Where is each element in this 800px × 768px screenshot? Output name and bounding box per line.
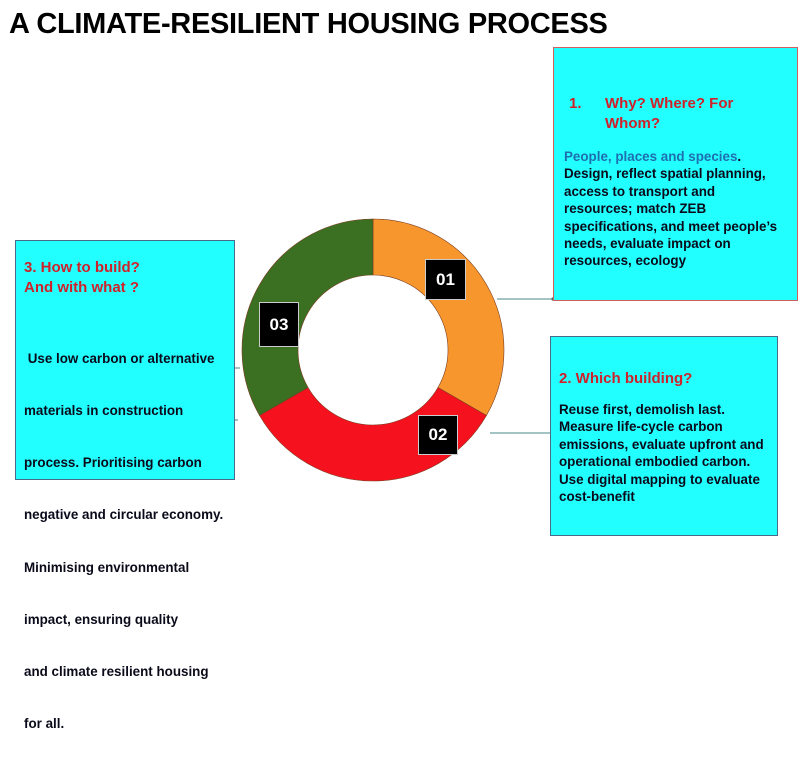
box1-line: Design, reflect spatial planning, <box>564 166 766 182</box>
box3-line: process. Prioritising carbon <box>24 455 202 471</box>
segment-02 <box>259 387 487 482</box>
donut-diagram <box>235 218 558 482</box>
box2-line: Use digital mapping to evaluate <box>559 471 760 487</box>
box1-line: resources, ecology <box>564 253 687 269</box>
box3-line: impact, ensuring quality <box>24 611 179 627</box>
box3-line: Minimising environmental <box>24 559 190 575</box>
box1-number: 1. <box>569 95 582 112</box>
label-03: 03 <box>259 302 299 347</box>
box3-heading-line: And with what ? <box>24 279 139 296</box>
box2-line: cost-benefit <box>559 489 635 505</box>
box2-line: Measure life-cycle carbon <box>559 419 723 435</box>
box3-heading-line: 3. How to build? <box>24 259 140 276</box>
label-02: 02 <box>418 415 458 455</box>
page-title: A CLIMATE-RESILIENT HOUSING PROCESS <box>9 8 608 40</box>
box-why-where-whom: 1. Why? Where? For Whom? People, places … <box>553 47 798 301</box>
box3-heading: 3. How to build? And with what ? <box>24 258 234 298</box>
box3-line: Use low carbon or alternative <box>24 350 215 366</box>
box3-line: negative and circular economy. <box>24 507 224 523</box>
box1-line: needs, evaluate impact on <box>564 236 731 252</box>
box1-heading-line: Whom? <box>605 115 660 132</box>
box2-line: Reuse first, demolish last. <box>559 402 725 417</box>
box-which-building: 2. Which building? Reuse first, demolish… <box>550 336 778 536</box>
box1-heading: 1. Why? Where? For Whom? <box>564 94 797 134</box>
box3-line: and climate resilient housing <box>24 664 209 680</box>
box3-line: materials in construction <box>24 403 184 419</box>
box2-line: operational embodied carbon. <box>559 454 751 470</box>
box3-line: for all. <box>24 716 65 732</box>
segment-01 <box>372 218 505 416</box>
box1-heading-line: Why? Where? For <box>605 95 734 112</box>
box1-highlight-end: . <box>737 149 742 164</box>
box1-line: access to transport and <box>564 183 716 199</box>
box2-line: emissions, evaluate upfront and <box>559 436 764 452</box>
box1-highlight: People, places and species <box>564 149 738 164</box>
box1-line: resources; match ZEB <box>564 201 707 217</box>
label-01: 01 <box>425 259 466 300</box>
box2-heading: 2. Which building? <box>559 370 693 387</box>
box-how-to-build: 3. How to build? And with what ? Use low… <box>15 240 235 731</box>
segment-03 <box>241 218 374 416</box>
box1-line: specifications, and meet people’s <box>564 218 778 234</box>
